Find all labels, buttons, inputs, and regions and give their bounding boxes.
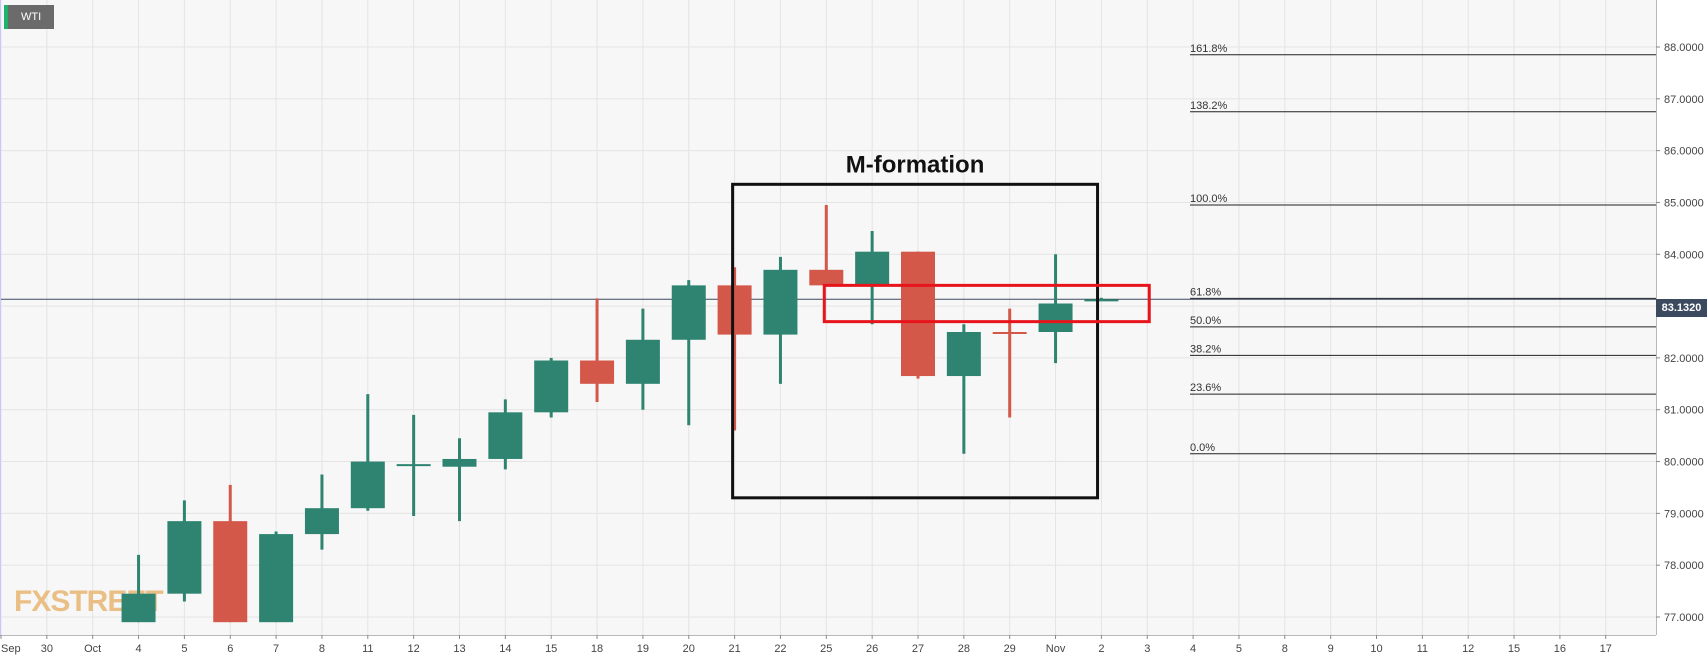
x-tick-label: 2 — [1098, 643, 1104, 655]
x-tick-label: 6 — [227, 643, 233, 655]
plot-area[interactable] — [0, 0, 1656, 635]
x-tick-label: 9 — [1328, 643, 1334, 655]
y-tick-label: 82.0000 — [1664, 353, 1704, 365]
fib-level-label: 138.2% — [1190, 100, 1228, 112]
candle-body[interactable] — [901, 251, 935, 377]
x-tick-label: 16 — [1554, 643, 1566, 655]
candle-body[interactable] — [992, 332, 1027, 334]
y-tick-label: 77.0000 — [1664, 612, 1704, 624]
candle-body[interactable] — [488, 412, 523, 459]
candle-body[interactable] — [1038, 303, 1073, 333]
candle-body[interactable] — [350, 461, 385, 509]
candle-body[interactable] — [534, 360, 569, 413]
x-tick-label: 21 — [728, 643, 740, 655]
fib-level-label: 61.8% — [1190, 286, 1221, 298]
fib-level-label: 38.2% — [1190, 343, 1221, 355]
x-tick-label: 18 — [591, 643, 603, 655]
x-tick-label: Nov — [1046, 643, 1066, 655]
x-tick-label: 5 — [1236, 643, 1242, 655]
fib-level-label: 0.0% — [1190, 442, 1215, 454]
x-tick-label: 13 — [453, 643, 465, 655]
fib-level-label: 100.0% — [1190, 193, 1228, 205]
fib-zone-highlight-box[interactable] — [822, 283, 1151, 324]
candle-body[interactable] — [671, 285, 706, 340]
x-tick-label: 17 — [1600, 643, 1612, 655]
fib-level-label: 50.0% — [1190, 315, 1221, 327]
x-tick-label: 29 — [1004, 643, 1016, 655]
fib-level-label: 23.6% — [1190, 382, 1221, 394]
m-formation-box[interactable] — [731, 182, 1100, 500]
candle-body[interactable] — [213, 521, 248, 623]
y-tick-label: 84.0000 — [1664, 249, 1704, 261]
x-tick-label: 3 — [1144, 643, 1150, 655]
x-tick-label: 10 — [1370, 643, 1382, 655]
candle-body[interactable] — [259, 534, 294, 623]
x-tick-label: Oct — [84, 643, 101, 655]
y-tick-label: 88.0000 — [1664, 42, 1704, 54]
x-tick-label: 4 — [135, 643, 141, 655]
x-tick-label: 4 — [1190, 643, 1196, 655]
x-tick-label: 27 — [912, 643, 924, 655]
candle-body[interactable] — [580, 360, 615, 384]
y-tick-label: 79.0000 — [1664, 508, 1704, 520]
x-tick-label: 15 — [545, 643, 557, 655]
candle-body[interactable] — [167, 521, 202, 594]
candle-body[interactable] — [763, 269, 798, 335]
x-tick-label: 22 — [774, 643, 786, 655]
x-tick-label: 26 — [866, 643, 878, 655]
m-formation-label: M-formation — [846, 151, 985, 178]
x-tick-label: Sep — [1, 643, 21, 655]
x-tick-label: 20 — [683, 643, 695, 655]
candle-body[interactable] — [855, 251, 890, 286]
symbol-badge[interactable]: WTI — [4, 5, 54, 29]
current-price-badge: 83.1320 — [1656, 299, 1707, 317]
x-tick-label: 14 — [499, 643, 511, 655]
y-tick-label: 86.0000 — [1664, 146, 1704, 158]
candle-body[interactable] — [625, 339, 660, 384]
y-tick-label: 81.0000 — [1664, 405, 1704, 417]
y-tick-label: 87.0000 — [1664, 94, 1704, 106]
x-tick-label: 8 — [1282, 643, 1288, 655]
y-tick-label: 78.0000 — [1664, 560, 1704, 572]
y-tick-label: 85.0000 — [1664, 197, 1704, 209]
candle-body[interactable] — [809, 269, 844, 286]
x-tick-label: 28 — [958, 643, 970, 655]
x-tick-label: 8 — [319, 643, 325, 655]
candle-body[interactable] — [396, 464, 431, 467]
candle-body[interactable] — [304, 508, 339, 535]
candle-body[interactable] — [946, 332, 981, 377]
x-tick-label: 11 — [1417, 643, 1428, 655]
x-tick-label: 15 — [1508, 643, 1520, 655]
candle-body[interactable] — [717, 285, 752, 335]
x-tick-label: 12 — [408, 643, 420, 655]
x-tick-label: 30 — [41, 643, 53, 655]
x-tick-label: 12 — [1462, 643, 1474, 655]
x-tick-label: 19 — [637, 643, 649, 655]
fib-level-label: 161.8% — [1190, 43, 1228, 55]
candle-body[interactable] — [121, 593, 156, 623]
candle-body[interactable] — [442, 458, 477, 467]
x-tick-label: 7 — [273, 643, 279, 655]
candle-body[interactable] — [1084, 299, 1119, 302]
x-tick-label: 25 — [820, 643, 832, 655]
y-tick-label: 80.0000 — [1664, 457, 1704, 469]
x-tick-label: 11 — [362, 643, 373, 655]
x-tick-label: 5 — [181, 643, 187, 655]
